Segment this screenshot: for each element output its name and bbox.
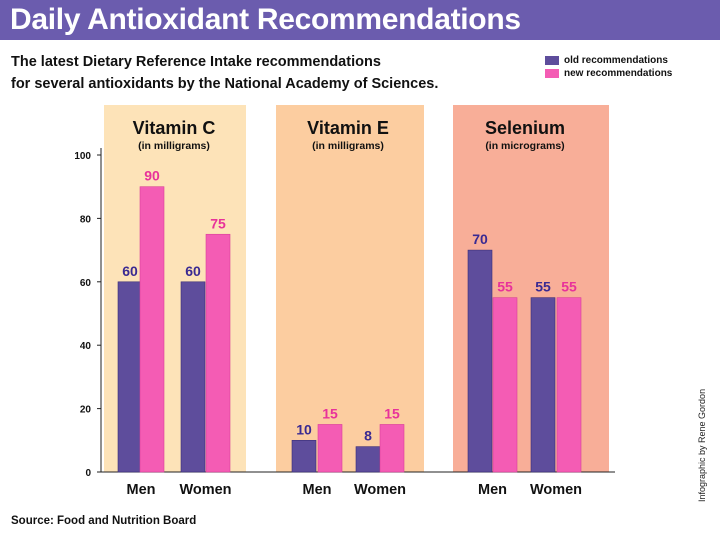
x-category-label: Women — [354, 482, 406, 498]
x-category-label: Women — [179, 482, 231, 498]
group-title: Selenium — [485, 118, 565, 138]
value-label-new: 55 — [561, 279, 577, 295]
value-label-new: 75 — [210, 215, 226, 231]
value-label-new: 90 — [144, 168, 160, 184]
bar-old — [117, 281, 143, 473]
bar-new — [492, 297, 518, 473]
bar-new — [317, 424, 343, 473]
group-title: Vitamin C — [133, 118, 216, 138]
value-label-old: 8 — [364, 428, 372, 444]
bar-new — [139, 186, 165, 473]
legend-item-old: old recommendations — [545, 54, 672, 67]
bar-old — [467, 249, 493, 473]
title-bar: Daily Antioxidant Recommendations — [0, 0, 720, 40]
group-unit: (in milligrams) — [312, 140, 384, 152]
panel-1 — [276, 105, 424, 472]
y-tick-label: 100 — [74, 151, 91, 162]
value-label-new: 15 — [384, 405, 400, 421]
y-tick-label: 20 — [80, 405, 92, 416]
bar-old — [180, 281, 206, 473]
legend-label-new: new recommendations — [564, 68, 673, 79]
x-category-label: Men — [478, 482, 507, 498]
legend-swatch-new — [545, 69, 559, 78]
x-category-label: Men — [303, 482, 332, 498]
group-title: Vitamin E — [307, 118, 389, 138]
y-tick-label: 60 — [80, 278, 92, 289]
value-label-old: 70 — [472, 231, 488, 247]
bar-old — [530, 297, 556, 473]
source-note: Source: Food and Nutrition Board — [11, 515, 197, 527]
bar-new — [379, 424, 405, 473]
value-label-new: 15 — [322, 405, 338, 421]
legend: old recommendations new recommendations — [545, 54, 672, 80]
value-label-old: 60 — [185, 263, 201, 279]
bar-old — [291, 439, 317, 473]
subtitle: The latest Dietary Reference Intake reco… — [11, 54, 439, 92]
y-tick-label: 40 — [80, 341, 92, 352]
y-tick-label: 80 — [80, 214, 92, 225]
page-title: Daily Antioxidant Recommendations — [10, 3, 521, 36]
bar-old — [355, 446, 381, 473]
value-label-new: 55 — [497, 279, 513, 295]
legend-item-new: new recommendations — [545, 67, 672, 80]
x-category-label: Men — [127, 482, 156, 498]
value-label-old: 55 — [535, 279, 551, 295]
bar-new — [205, 233, 231, 473]
legend-swatch-old — [545, 56, 559, 65]
bar-new — [556, 297, 582, 473]
x-category-label: Women — [530, 482, 582, 498]
legend-label-old: old recommendations — [564, 55, 668, 66]
y-tick-label: 0 — [85, 468, 91, 479]
group-unit: (in milligrams) — [138, 140, 210, 152]
value-label-old: 10 — [296, 421, 312, 437]
value-label-old: 60 — [122, 263, 138, 279]
credit-line: Infographic by Rene Gordon — [697, 388, 707, 502]
group-unit: (in micrograms) — [485, 140, 564, 152]
